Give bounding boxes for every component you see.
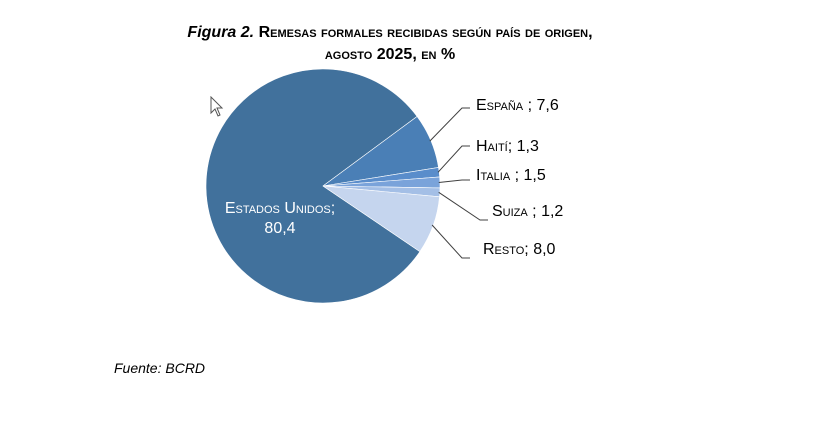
- title-text-1: Remesas formales recibidas según país de…: [258, 24, 593, 41]
- label-italia: Italia ; 1,5: [476, 167, 546, 184]
- slice-estados-unidos: [205, 68, 421, 304]
- chart-title-line-1: Figura 2. Remesas formales recibidas seg…: [0, 22, 780, 44]
- leader-line-suiza: [438, 191, 488, 221]
- chart-title-line-2: agosto 2025, en %: [0, 44, 780, 66]
- title-year: 2025: [376, 46, 413, 63]
- label-haiti: Haití; 1,3: [476, 138, 539, 155]
- figure-number: Figura 2.: [187, 24, 255, 41]
- mouse-pointer-icon: [210, 96, 224, 117]
- slice-labels: España ; 7,6 Haití; 1,3 Italia ; 1,5 Suiza …: [225, 97, 564, 258]
- label-resto: Resto; 8,0: [483, 241, 556, 258]
- leader-line-italia: [438, 179, 470, 183]
- label-estados-unidos-value: 80,4: [264, 220, 295, 237]
- title-date-prefix: agosto: [324, 46, 377, 63]
- leader-line-resto: [431, 224, 470, 259]
- leader-line-haiti: [437, 145, 470, 173]
- leader-lines: [429, 107, 488, 259]
- pie-slices: [205, 68, 441, 304]
- label-estados-unidos-name: Estados Unidos;: [225, 200, 335, 217]
- source-note: Fuente: BCRD: [114, 360, 206, 376]
- title-unit: , en %: [412, 46, 456, 63]
- label-suiza: Suiza ; 1,2: [492, 203, 563, 220]
- leader-line-espana: [429, 107, 470, 142]
- chart-title: Figura 2. Remesas formales recibidas seg…: [0, 22, 780, 66]
- label-espana: España ; 7,6: [476, 97, 559, 114]
